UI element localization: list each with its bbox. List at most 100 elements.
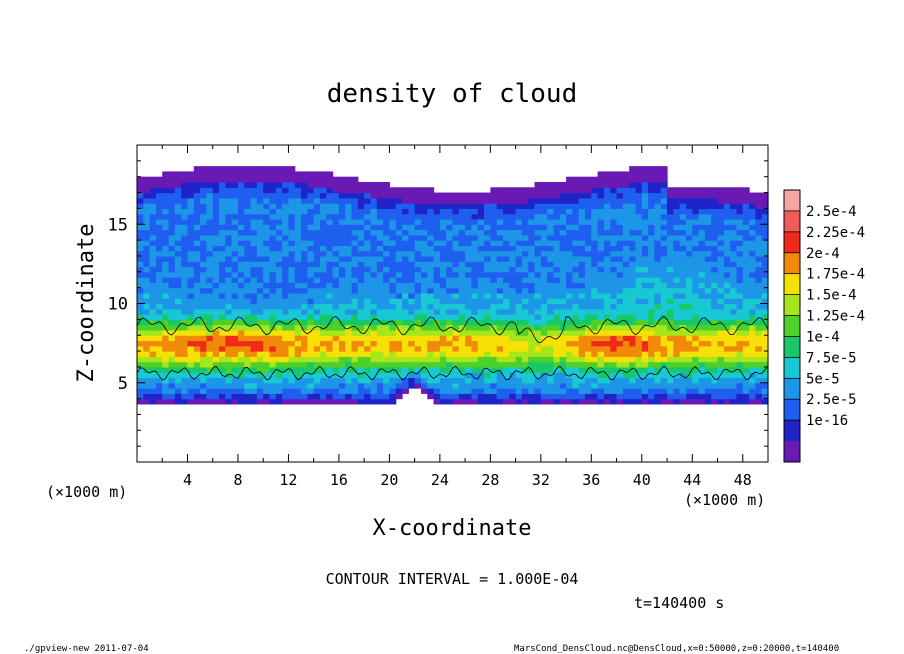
density-cell bbox=[679, 335, 687, 342]
density-cell bbox=[237, 229, 245, 236]
density-cell bbox=[692, 298, 700, 305]
density-cell bbox=[730, 335, 738, 342]
density-cell bbox=[219, 393, 226, 400]
density-cell bbox=[452, 213, 460, 220]
density-cell bbox=[704, 282, 712, 289]
density-cell bbox=[269, 271, 277, 278]
density-cell bbox=[654, 187, 662, 194]
density-cell bbox=[667, 388, 674, 394]
density-cell bbox=[761, 340, 769, 347]
density-cell bbox=[635, 240, 643, 246]
density-cell bbox=[597, 266, 605, 273]
density-cell bbox=[137, 192, 144, 199]
density-cell bbox=[319, 287, 327, 294]
density-cell bbox=[711, 255, 719, 262]
density-cell bbox=[395, 234, 403, 241]
density-cell bbox=[364, 324, 372, 331]
density-cell bbox=[540, 345, 548, 352]
density-cell bbox=[244, 366, 252, 373]
density-cell bbox=[338, 218, 346, 225]
density-cell bbox=[212, 176, 220, 183]
density-cell bbox=[484, 335, 491, 342]
density-cell bbox=[553, 292, 561, 299]
density-cell bbox=[237, 382, 245, 389]
density-cell bbox=[629, 277, 637, 283]
density-cell bbox=[673, 271, 681, 278]
density-cell bbox=[742, 308, 750, 315]
density-cell bbox=[654, 266, 662, 273]
density-cell bbox=[357, 250, 365, 257]
density-cell bbox=[547, 240, 555, 246]
x-axis-ticks: 4 8 12 16 20 24 28 32 36 40 44 48 bbox=[161, 145, 752, 489]
density-cell bbox=[711, 398, 719, 405]
density-cell bbox=[307, 240, 315, 246]
density-cell bbox=[187, 287, 195, 294]
density-cell bbox=[313, 345, 321, 352]
density-cell bbox=[408, 261, 416, 268]
density-cell bbox=[389, 377, 397, 384]
density-cell bbox=[269, 319, 277, 326]
density-cell bbox=[370, 218, 378, 225]
density-cell bbox=[231, 356, 239, 363]
density-cell bbox=[502, 250, 510, 257]
density-cell bbox=[174, 372, 182, 379]
density-cell bbox=[143, 351, 151, 357]
density-cell bbox=[282, 335, 290, 342]
density-cell bbox=[654, 324, 662, 331]
density-cell bbox=[553, 361, 561, 368]
density-cell bbox=[534, 340, 542, 347]
density-cell bbox=[704, 351, 712, 357]
density-cell bbox=[755, 224, 763, 231]
density-cell bbox=[383, 366, 390, 373]
density-cell bbox=[219, 181, 226, 188]
density-cell bbox=[313, 192, 321, 199]
density-cell bbox=[137, 340, 144, 347]
density-cell bbox=[540, 329, 548, 336]
density-cell bbox=[490, 303, 498, 310]
density-cell bbox=[301, 361, 308, 368]
density-cell bbox=[137, 335, 144, 342]
density-cell bbox=[484, 314, 491, 320]
density-cell bbox=[275, 171, 283, 178]
density-cell bbox=[496, 393, 504, 400]
density-cell bbox=[509, 329, 517, 336]
density-cell bbox=[263, 303, 271, 310]
density-cell bbox=[648, 208, 656, 215]
density-cell bbox=[313, 287, 321, 294]
density-cell bbox=[256, 314, 264, 320]
density-cell bbox=[585, 240, 592, 246]
density-cell bbox=[225, 166, 233, 173]
density-cell bbox=[553, 298, 561, 305]
density-cell bbox=[597, 181, 605, 188]
density-cell bbox=[357, 197, 365, 204]
density-cell bbox=[250, 335, 258, 342]
density-cell bbox=[534, 277, 542, 283]
density-cell bbox=[465, 224, 473, 231]
density-cell bbox=[219, 314, 226, 320]
density-cell bbox=[446, 329, 454, 336]
density-cell bbox=[742, 197, 750, 204]
density-cell bbox=[200, 351, 208, 357]
density-cell bbox=[263, 398, 271, 405]
density-cell bbox=[212, 245, 220, 252]
density-cell bbox=[307, 229, 315, 236]
density-cell bbox=[648, 166, 656, 173]
density-cell bbox=[730, 340, 738, 347]
density-cell bbox=[622, 292, 630, 299]
density-cell bbox=[395, 250, 403, 257]
density-cell bbox=[502, 187, 510, 194]
density-cell bbox=[244, 388, 252, 394]
density-cell bbox=[282, 298, 290, 305]
density-cell bbox=[742, 277, 750, 283]
density-cell bbox=[219, 282, 226, 289]
density-cell bbox=[490, 255, 498, 262]
density-cell bbox=[212, 171, 220, 178]
density-cell bbox=[692, 393, 700, 400]
density-cell bbox=[446, 261, 454, 268]
density-cell bbox=[244, 176, 252, 183]
density-cell bbox=[149, 255, 157, 262]
density-cell bbox=[471, 366, 479, 373]
density-cell bbox=[610, 351, 618, 357]
density-cell bbox=[332, 208, 340, 215]
density-cell bbox=[591, 388, 599, 394]
